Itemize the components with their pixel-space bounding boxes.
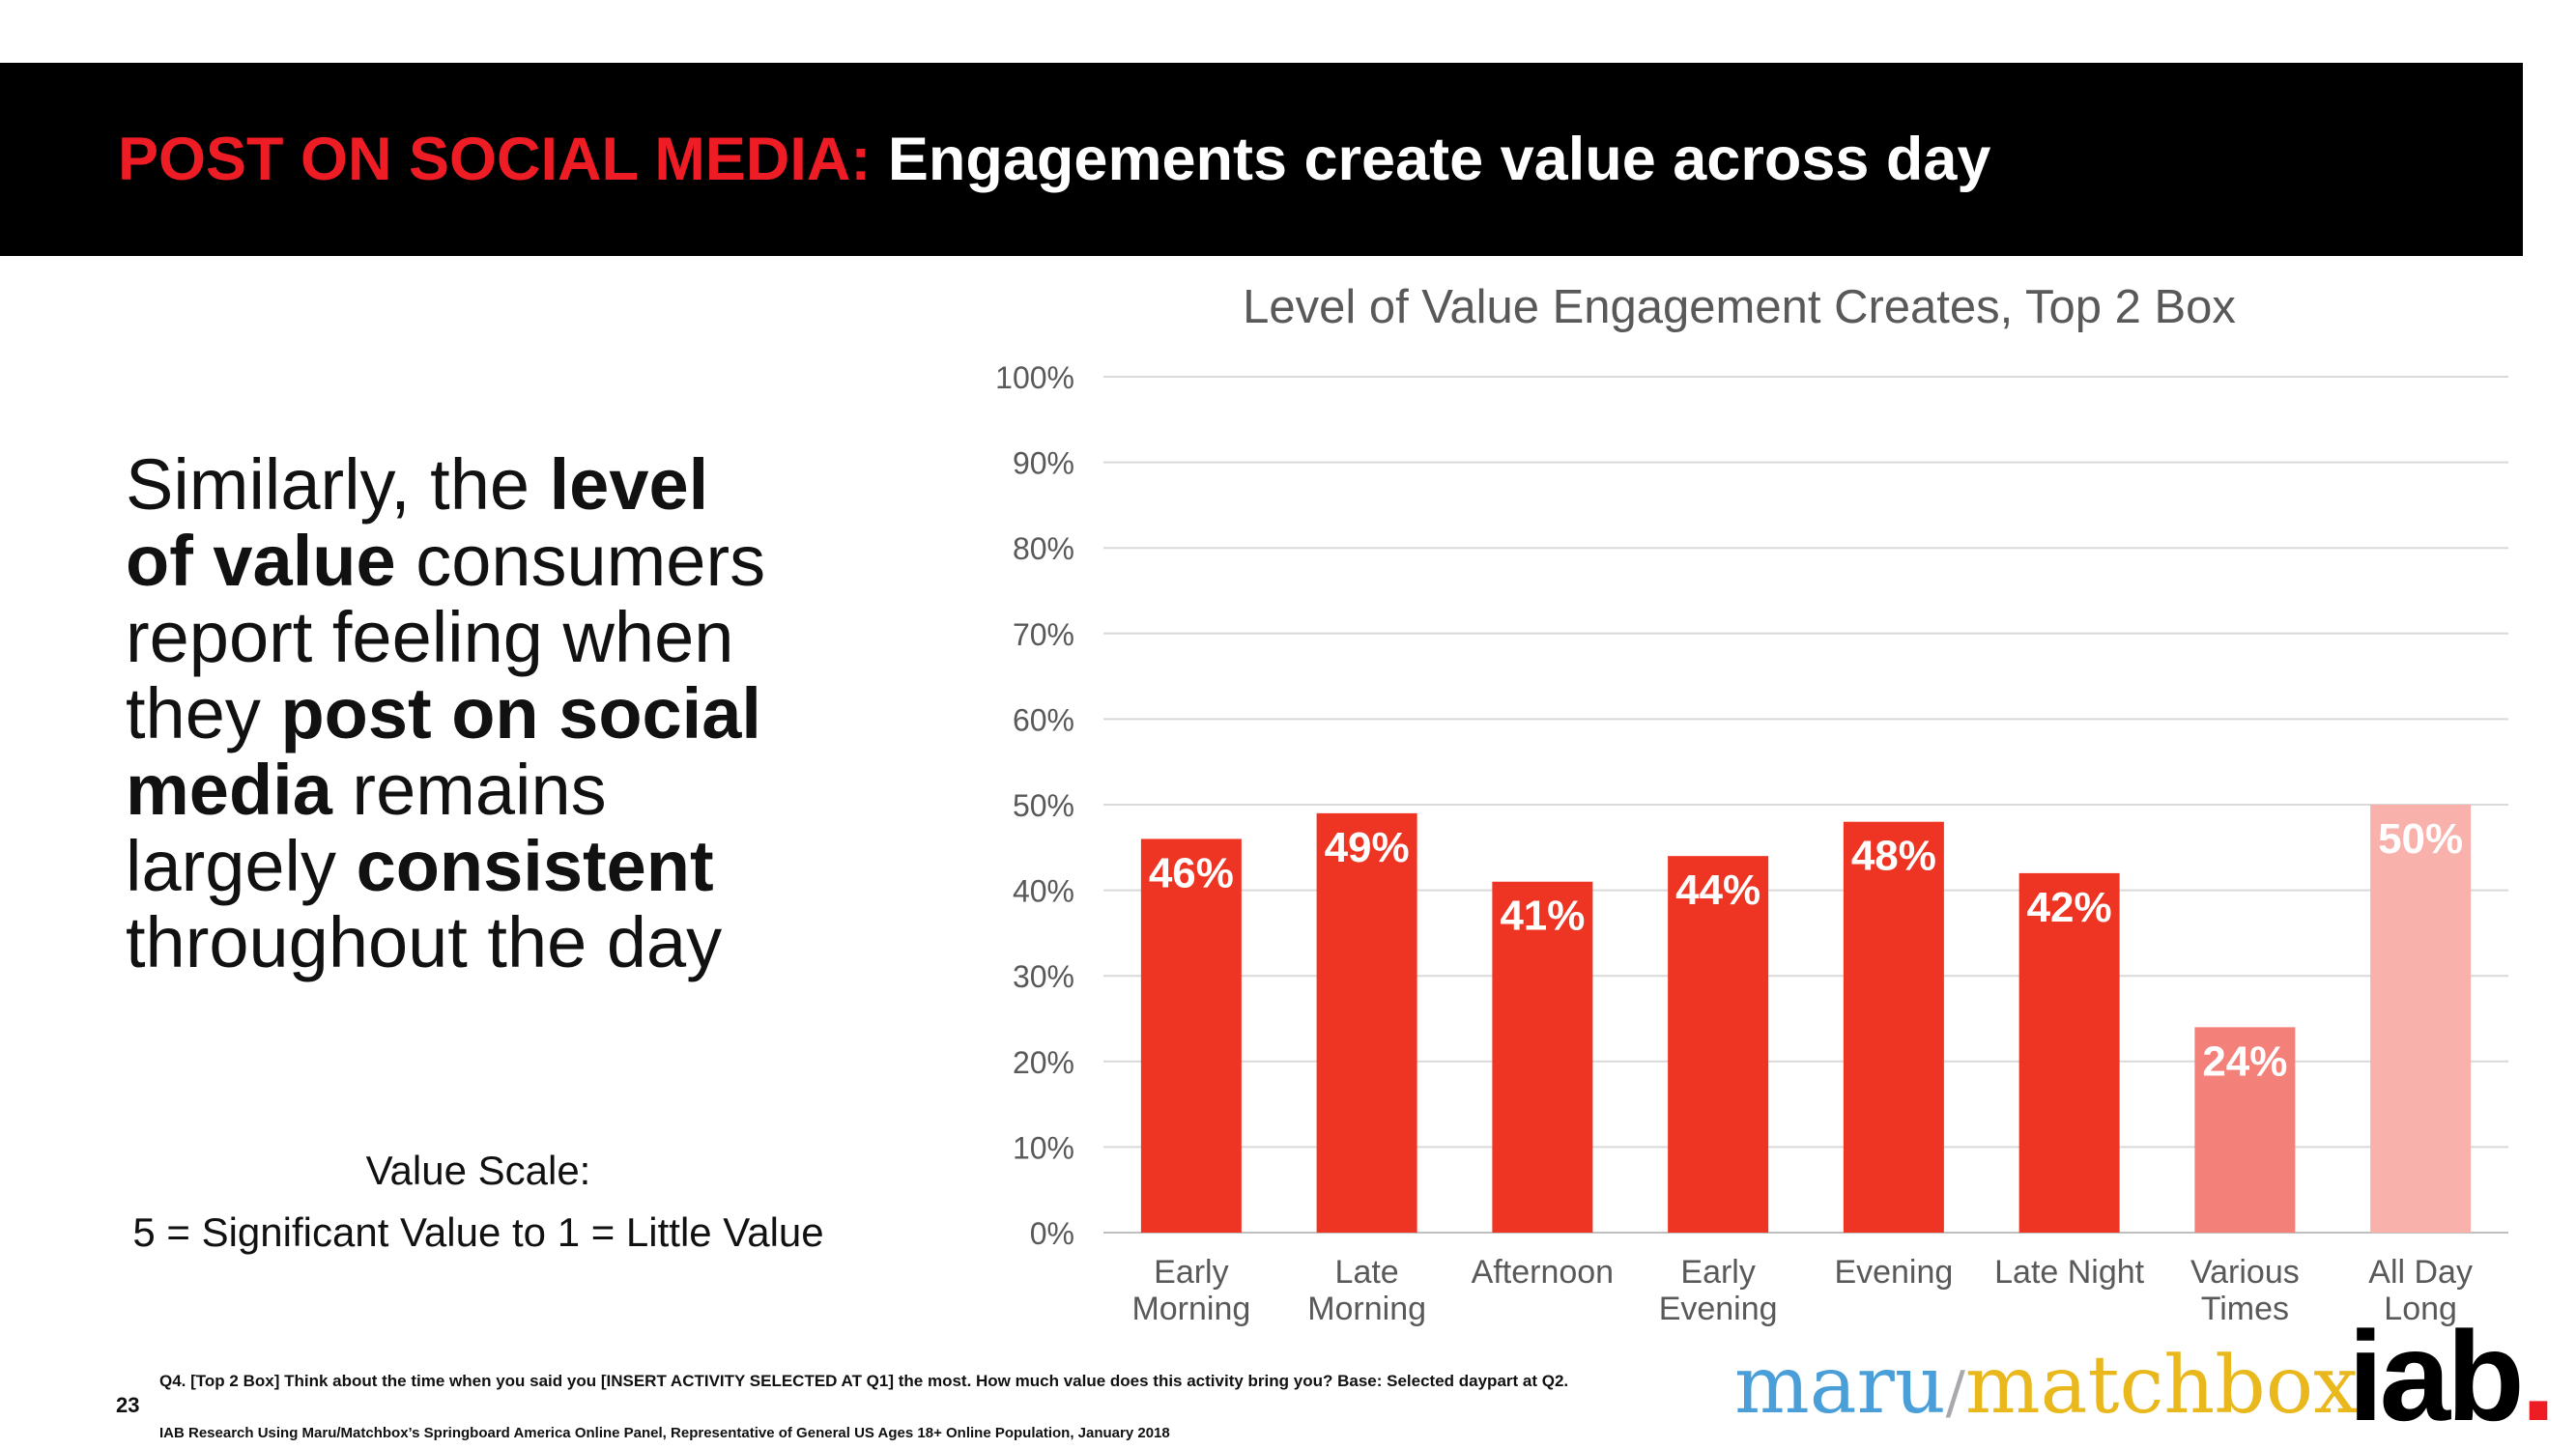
y-tick-label: 40% — [1013, 874, 1074, 909]
data-label: 48% — [1851, 833, 1936, 880]
x-tick-label: Late — [1335, 1254, 1399, 1291]
body-text-span: they — [126, 673, 281, 753]
body-text-span: report feeling when — [126, 597, 734, 677]
page-title: POST ON SOCIAL MEDIA: Engagements create… — [118, 63, 1990, 256]
x-tick-label: Various — [2190, 1254, 2300, 1291]
bar — [2370, 805, 2472, 1233]
y-tick-label: 0% — [1030, 1216, 1074, 1251]
x-tick-label: Early — [1154, 1254, 1228, 1291]
body-paragraph: Similarly, the level of value consumers … — [126, 446, 899, 980]
body-text-span: throughout the day — [126, 902, 723, 982]
bar — [2018, 872, 2120, 1233]
x-tick-label: Afternoon — [1472, 1254, 1614, 1291]
body-bold-span: media — [126, 750, 332, 830]
value-scale-label: Value Scale: — [365, 1148, 591, 1193]
x-tick-label: Morning — [1307, 1291, 1426, 1327]
logo-matchbox-text: matchbox — [1964, 1340, 2359, 1432]
x-tick-label: Long — [2384, 1291, 2457, 1327]
x-tick-label: Early — [1680, 1254, 1755, 1291]
y-tick-label: 10% — [1013, 1130, 1074, 1165]
y-tick-label: 30% — [1013, 959, 1074, 994]
y-tick-label: 60% — [1013, 702, 1074, 737]
bar — [1843, 821, 1944, 1233]
x-tick-label: Evening — [1659, 1291, 1778, 1327]
body-text-span: largely — [126, 826, 357, 906]
body-text-span: consumers — [395, 521, 766, 601]
x-tick-label: Evening — [1834, 1254, 1953, 1291]
body-bold-span: consistent — [356, 826, 714, 906]
header-banner: POST ON SOCIAL MEDIA: Engagements create… — [0, 63, 2523, 256]
y-tick-label: 20% — [1013, 1045, 1074, 1080]
data-label: 24% — [2202, 1037, 2287, 1085]
logo-maru-text: maru — [1734, 1340, 1946, 1432]
data-label: 50% — [2378, 815, 2463, 863]
body-bold-span: post on social — [280, 673, 761, 753]
value-scale-definition: 5 = Significant Value to 1 = Little Valu… — [132, 1209, 824, 1255]
bar — [1492, 881, 1593, 1233]
x-tick-label: Morning — [1131, 1291, 1250, 1327]
x-tick-label: All Day — [2368, 1254, 2473, 1291]
chart-title: Level of Value Engagement Creates, Top 2… — [1243, 281, 2236, 333]
chart-y-axis: 0% 10% 20% 30% 40% 50% 60% 70% 80% 90% 100% — [995, 360, 1074, 1251]
data-label: 41% — [1500, 893, 1585, 940]
x-tick-label: Late Night — [1994, 1254, 2145, 1291]
logo-slash: / — [1945, 1359, 1965, 1427]
title-main: Engagements create value across day — [871, 126, 1991, 193]
iab-logo: iab. — [2348, 1309, 2556, 1444]
footnote-question: Q4. [Top 2 Box] Think about the time whe… — [159, 1372, 1569, 1390]
logo-iab-text: iab — [2348, 1305, 2525, 1447]
bar — [1668, 856, 1769, 1233]
data-label: 42% — [2027, 884, 2112, 931]
footnote-source: IAB Research Using Maru/Matchbox’s Sprin… — [159, 1425, 1170, 1441]
chart-data-labels: 46% 49% 41% 44% 48% 42% 24% 50% — [1149, 815, 2463, 1085]
body-bold-span: of value — [126, 521, 396, 601]
y-tick-label: 100% — [995, 360, 1074, 395]
body-text-span: remains — [331, 750, 607, 830]
y-tick-label: 50% — [1013, 788, 1074, 823]
chart-bars — [1140, 805, 2472, 1233]
y-tick-label: 90% — [1013, 446, 1074, 481]
page-number: 23 — [116, 1393, 140, 1417]
bar — [2194, 1027, 2296, 1233]
data-label: 46% — [1149, 849, 1234, 896]
y-tick-label: 80% — [1013, 531, 1074, 566]
bar — [1140, 838, 1242, 1233]
data-label: 44% — [1675, 867, 1760, 914]
y-tick-label: 70% — [1013, 617, 1074, 652]
chart-gridlines — [1103, 376, 2508, 1234]
bar — [1316, 812, 1417, 1233]
body-text-span: Similarly, the — [126, 444, 550, 525]
body-bold-span: level — [549, 444, 709, 525]
maru-matchbox-logo: maru/matchbox — [1734, 1338, 2358, 1441]
x-tick-label: Times — [2201, 1291, 2289, 1327]
data-label: 49% — [1325, 824, 1410, 871]
title-highlight: POST ON SOCIAL MEDIA: — [118, 126, 872, 193]
value-scale-note: Value Scale: 5 = Significant Value to 1 … — [58, 1140, 899, 1264]
logo-iab-dot: . — [2520, 1305, 2557, 1447]
